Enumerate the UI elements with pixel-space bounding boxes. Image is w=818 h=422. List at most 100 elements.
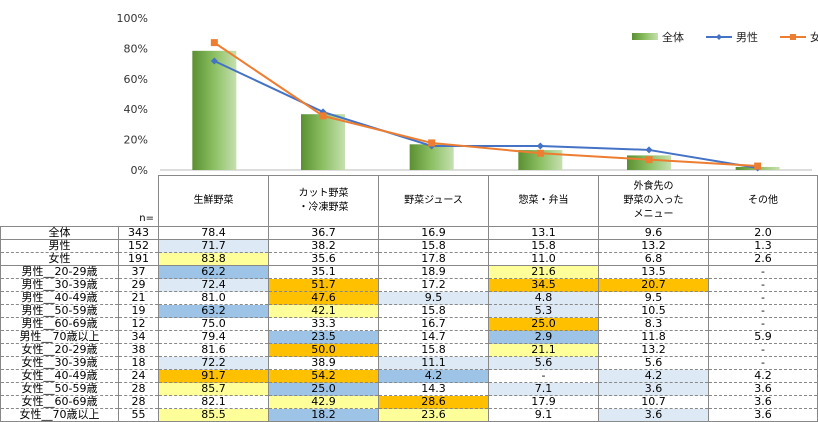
value-cell: 35.1 [268,265,379,279]
column-header: 野菜ジュース [378,175,489,227]
row-label: 男性__50-59歳 [0,304,119,318]
table-row: 女性__60-69歳 28 82.1 42.9 28.6 17.9 10.7 3.6 [0,395,818,409]
value-cell: 5.6 [488,356,599,370]
marker [536,142,544,150]
value-cell: 13.1 [488,226,599,240]
row-n: 24 [118,369,159,383]
value-cell: 42.1 [268,304,379,318]
row-label: 女性 [0,252,119,266]
value-cell: 1.3 [708,239,818,253]
table-row: 男性__20-29歳 37 62.2 35.1 18.9 21.6 13.5- [0,265,818,279]
value-cell: 16.7 [378,317,489,331]
value-cell: - [708,278,818,292]
value-cell: 75.0 [158,317,269,331]
value-cell: 91.7 [158,369,269,383]
value-cell: 9.6 [598,226,709,240]
row-label: 女性__40-49歳 [0,369,119,383]
value-cell: 50.0 [268,343,379,357]
legend-marker [716,34,722,40]
column-header: 生鮮野菜 [158,175,269,227]
value-cell: 5.9 [708,330,818,344]
column-header: その他 [708,175,818,227]
row-n: 37 [118,265,159,279]
value-cell: 38.2 [268,239,379,253]
value-cell: - [708,356,818,370]
row-label: 女性__60-69歳 [0,395,119,409]
value-cell: 11.0 [488,252,599,266]
row-n: 343 [118,226,159,240]
marker [210,39,218,47]
column-header: 外食先の 野菜の入った メニュー [598,175,709,227]
value-cell: 15.8 [378,343,489,357]
table-row: 男性__60-69歳 12 75.0 33.3 16.7 25.0 8.3- [0,317,818,331]
value-cell: 10.5 [598,304,709,318]
value-cell: - [708,343,818,357]
value-cell: 85.7 [158,382,269,396]
table-row: 女性__70歳以上 55 85.5 18.2 23.6 9.1 3.6 3.6 [0,408,818,422]
table-row: 男性__50-59歳 19 63.2 42.1 15.8 5.3 10.5- [0,304,818,318]
value-cell: 3.6 [708,382,818,396]
value-cell: 15.8 [378,304,489,318]
value-cell: 21.1 [488,343,599,357]
row-label: 男性__70歳以上 [0,330,119,344]
column-header: カット野菜 ・冷凍野菜 [268,175,379,227]
value-cell: 15.8 [488,239,599,253]
value-cell: 34.5 [488,278,599,292]
legend-label: 全体 [662,30,684,44]
value-cell: 62.2 [158,265,269,279]
value-cell: 2.0 [708,226,818,240]
value-cell: 33.3 [268,317,379,331]
value-cell: 16.9 [378,226,489,240]
value-cell: 8.3 [598,317,709,331]
value-cell: 72.4 [158,278,269,292]
value-cell: 13.2 [598,343,709,357]
table-row: 男性__40-49歳 21 81.0 47.6 9.5 4.8 9.5- [0,291,818,305]
value-cell: - [488,369,599,383]
row-n: 12 [118,317,159,331]
value-cell: 5.3 [488,304,599,318]
value-cell: 4.2 [378,369,489,383]
y-tick-label: 60% [124,73,148,86]
row-label: 男性__30-39歳 [0,278,119,292]
value-cell: 15.8 [378,239,489,253]
y-tick-label: 20% [124,134,148,147]
marker [210,57,218,65]
row-label: 男性__20-29歳 [0,265,119,279]
row-n: 21 [118,291,159,305]
value-cell: 17.9 [488,395,599,409]
value-cell: 13.5 [598,265,709,279]
value-cell: 3.6 [598,382,709,396]
table-row: 女性__30-39歳 18 72.2 38.9 11.1 5.6 5.6- [0,356,818,370]
n-header: n= [139,213,154,224]
value-cell: 17.8 [378,252,489,266]
value-cell: 72.2 [158,356,269,370]
table-row: 女性 191 83.8 35.6 17.8 11.0 6.8 2.6 [0,252,818,266]
value-cell: 2.9 [488,330,599,344]
y-tick-label: 80% [124,42,148,55]
row-label: 女性__20-29歳 [0,343,119,357]
value-cell: 11.8 [598,330,709,344]
value-cell: 13.2 [598,239,709,253]
value-cell: 4.2 [708,369,818,383]
value-cell: - [708,317,818,331]
value-cell: 5.6 [598,356,709,370]
row-n: 19 [118,304,159,318]
value-cell: 9.5 [378,291,489,305]
value-cell: 35.6 [268,252,379,266]
value-cell: - [708,265,818,279]
marker [536,149,544,157]
bar [301,114,345,170]
value-cell: 17.2 [378,278,489,292]
column-header: 惣菜・弁当 [488,175,599,227]
table-row: 男性__70歳以上 34 79.4 23.5 14.7 2.9 11.8 5.9 [0,330,818,344]
marker [754,162,762,170]
line-女性 [213,41,758,168]
row-n: 18 [118,356,159,370]
value-cell: 23.5 [268,330,379,344]
table-row: 全体 343 78.4 36.7 16.9 13.1 9.6 2.0 [0,226,818,240]
value-cell: 14.7 [378,330,489,344]
table-row: 女性__20-29歳 38 81.6 50.0 15.8 21.1 13.2- [0,343,818,357]
table-row: 男性__30-39歳 29 72.4 51.7 17.2 34.5 20.7- [0,278,818,292]
value-cell: 18.9 [378,265,489,279]
value-cell: 4.2 [598,369,709,383]
